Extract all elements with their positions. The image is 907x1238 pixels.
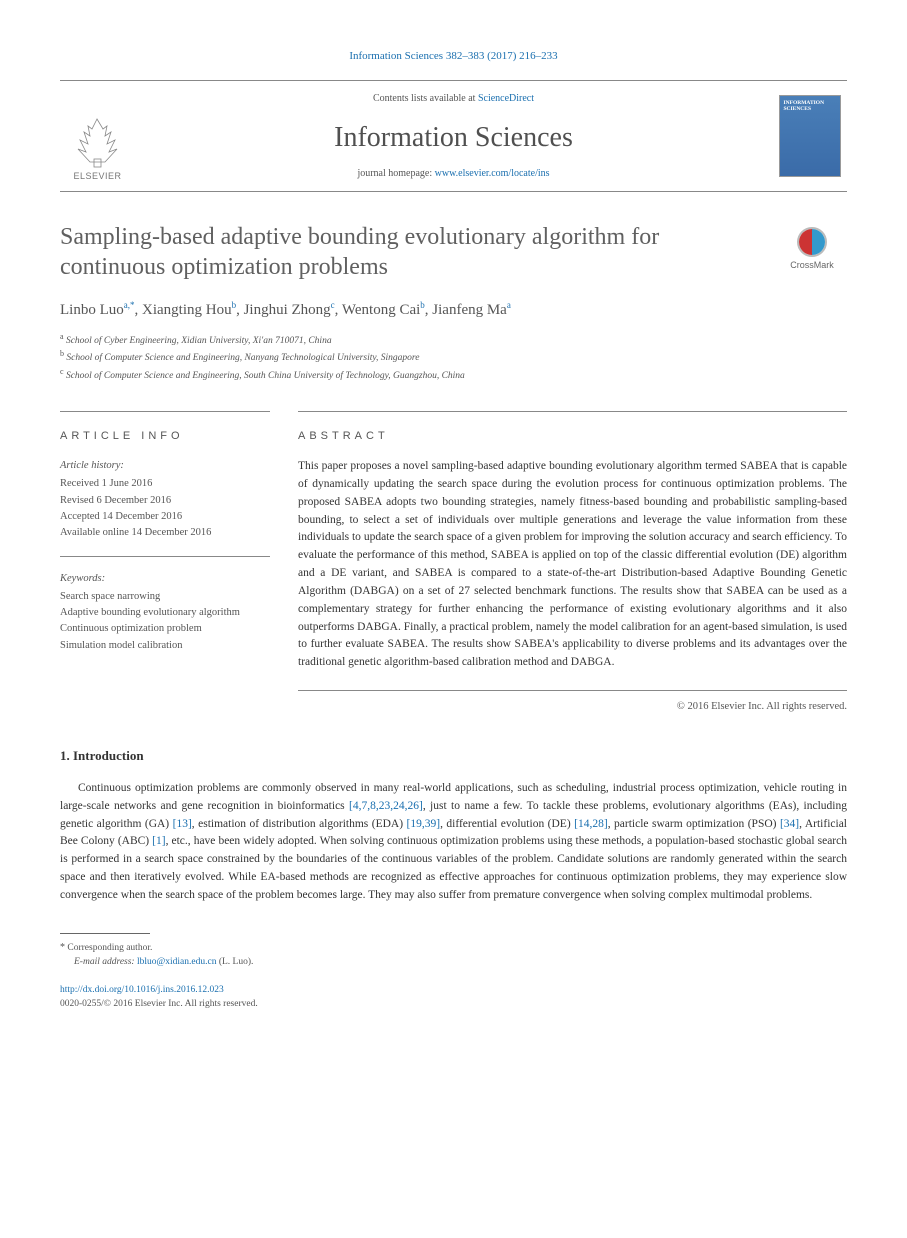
email-link[interactable]: lbluo@xidian.edu.cn bbox=[137, 957, 216, 967]
citation-link[interactable]: [13] bbox=[173, 818, 192, 830]
affiliation: a School of Cyber Engineering, Xidian Un… bbox=[60, 331, 847, 348]
journal-title: Information Sciences bbox=[145, 122, 762, 154]
citation-link[interactable]: [1] bbox=[152, 835, 165, 847]
bottom-block: http://dx.doi.org/10.1016/j.ins.2016.12.… bbox=[60, 983, 847, 1012]
publisher-label: ELSEVIER bbox=[73, 171, 121, 181]
keywords-block: Keywords: Search space narrowing Adaptiv… bbox=[60, 571, 270, 654]
article-info-column: ARTICLE INFO Article history: Received 1… bbox=[60, 411, 270, 712]
crossmark-badge[interactable]: CrossMark bbox=[777, 227, 847, 271]
history-item: Available online 14 December 2016 bbox=[60, 525, 270, 541]
author: Jianfeng Maa bbox=[432, 302, 511, 318]
crossmark-icon bbox=[797, 227, 827, 257]
author: Xiangting Houb bbox=[142, 302, 236, 318]
top-citation: Information Sciences 382–383 (2017) 216–… bbox=[60, 50, 847, 62]
history-label: Article history: bbox=[60, 458, 270, 474]
abstract-heading: ABSTRACT bbox=[298, 430, 847, 442]
abstract-text: This paper proposes a novel sampling-bas… bbox=[298, 458, 847, 691]
corresponding-footnote: * Corresponding author. E-mail address: … bbox=[60, 940, 847, 970]
cover-title: INFORMATION SCIENCES bbox=[784, 100, 836, 112]
contents-line: Contents lists available at ScienceDirec… bbox=[145, 93, 762, 104]
authors-line: Linbo Luoa,*, Xiangting Houb, Jinghui Zh… bbox=[60, 300, 847, 319]
affiliations: a School of Cyber Engineering, Xidian Un… bbox=[60, 331, 847, 383]
citation-link[interactable]: [19,39] bbox=[407, 818, 441, 830]
email-label: E-mail address: bbox=[74, 957, 135, 967]
author: Wentong Caib bbox=[342, 302, 425, 318]
article-info-heading: ARTICLE INFO bbox=[60, 430, 270, 442]
homepage-prefix: journal homepage: bbox=[357, 168, 434, 179]
keywords-label: Keywords: bbox=[60, 571, 270, 587]
doi-link[interactable]: http://dx.doi.org/10.1016/j.ins.2016.12.… bbox=[60, 985, 224, 995]
publisher-logo: ELSEVIER bbox=[60, 81, 135, 191]
keyword: Search space narrowing bbox=[60, 589, 270, 605]
affiliation: b School of Computer Science and Enginee… bbox=[60, 348, 847, 365]
citation-link[interactable]: [34] bbox=[780, 818, 799, 830]
intro-paragraph: Continuous optimization problems are com… bbox=[60, 780, 847, 905]
homepage-line: journal homepage: www.elsevier.com/locat… bbox=[145, 168, 762, 179]
history-item: Received 1 June 2016 bbox=[60, 476, 270, 492]
elsevier-tree-icon bbox=[70, 114, 125, 169]
history-item: Revised 6 December 2016 bbox=[60, 493, 270, 509]
citation-link[interactable]: [4,7,8,23,24,26] bbox=[349, 800, 423, 812]
author: Linbo Luoa,* bbox=[60, 302, 135, 318]
email-name: (L. Luo). bbox=[219, 957, 254, 967]
section-heading-intro: 1. Introduction bbox=[60, 748, 847, 764]
abstract-column: ABSTRACT This paper proposes a novel sam… bbox=[298, 411, 847, 712]
journal-header: ELSEVIER Contents lists available at Sci… bbox=[60, 80, 847, 192]
issn-line: 0020-0255/© 2016 Elsevier Inc. All right… bbox=[60, 997, 847, 1011]
journal-cover-thumb: INFORMATION SCIENCES bbox=[772, 81, 847, 191]
article-history: Article history: Received 1 June 2016 Re… bbox=[60, 458, 270, 556]
citation-link[interactable]: [14,28] bbox=[574, 818, 608, 830]
keyword: Simulation model calibration bbox=[60, 638, 270, 654]
abstract-copyright: © 2016 Elsevier Inc. All rights reserved… bbox=[298, 701, 847, 712]
keyword: Continuous optimization problem bbox=[60, 621, 270, 637]
article-title: Sampling-based adaptive bounding evoluti… bbox=[60, 222, 847, 282]
affiliation: c School of Computer Science and Enginee… bbox=[60, 366, 847, 383]
homepage-link[interactable]: www.elsevier.com/locate/ins bbox=[435, 168, 550, 179]
crossmark-label: CrossMark bbox=[777, 260, 847, 271]
author: Jinghui Zhongc bbox=[244, 302, 335, 318]
keyword: Adaptive bounding evolutionary algorithm bbox=[60, 605, 270, 621]
history-item: Accepted 14 December 2016 bbox=[60, 509, 270, 525]
article-title-text: Sampling-based adaptive bounding evoluti… bbox=[60, 224, 659, 280]
contents-prefix: Contents lists available at bbox=[373, 93, 478, 104]
footnote-separator bbox=[60, 933, 150, 934]
corresponding-label: Corresponding author. bbox=[67, 943, 152, 953]
sciencedirect-link[interactable]: ScienceDirect bbox=[478, 93, 534, 104]
